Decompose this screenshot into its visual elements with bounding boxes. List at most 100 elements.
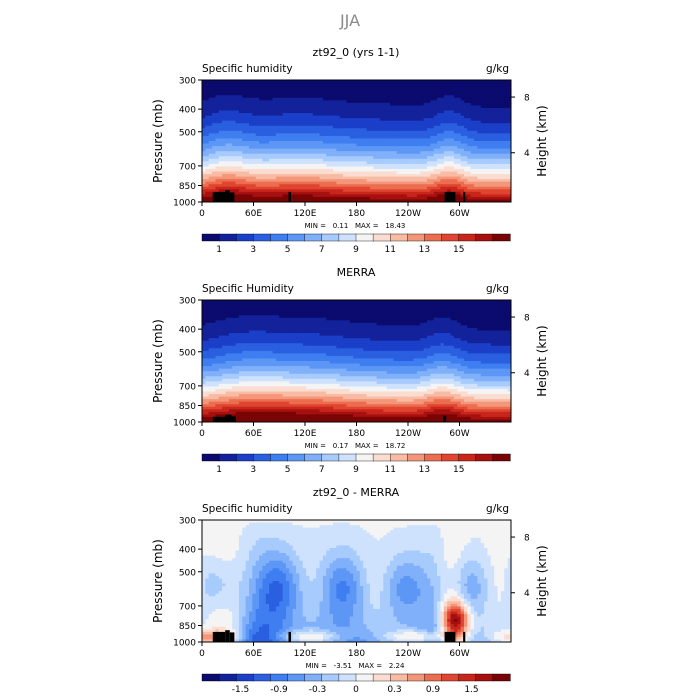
heatmap-cell <box>262 130 267 134</box>
heatmap-cell <box>205 146 210 150</box>
heatmap-cell <box>309 146 314 150</box>
heatmap-cell <box>255 191 260 195</box>
heatmap-cell <box>410 161 415 165</box>
heatmap-cell <box>480 133 485 137</box>
heatmap-cell <box>232 125 237 129</box>
heatmap-cell <box>427 194 431 198</box>
heatmap-cell <box>232 143 237 147</box>
longitude-axis: 0 60E 120E 180 120W 60W <box>199 202 470 219</box>
heatmap-cell <box>296 194 300 198</box>
heatmap-cell <box>326 168 331 173</box>
heatmap-cell <box>292 120 297 124</box>
heatmap-cell <box>423 166 428 170</box>
heatmap-cell <box>212 100 217 104</box>
heatmap-cell <box>255 186 260 190</box>
heatmap-cell <box>406 196 411 201</box>
heatmap-cell <box>319 138 324 142</box>
heatmap-cell <box>504 105 509 109</box>
heatmap-cell <box>282 92 287 96</box>
heatmap-cell <box>309 82 314 86</box>
heatmap-cell <box>329 100 334 104</box>
heatmap-cell <box>222 100 227 104</box>
heatmap-cell <box>312 171 317 175</box>
heatmap-cell <box>403 80 408 84</box>
heatmap-cell <box>208 133 213 137</box>
heatmap-cell <box>376 191 381 195</box>
heatmap-cell <box>299 166 304 170</box>
heatmap-cell <box>332 138 337 142</box>
heatmap-cell <box>228 305 233 309</box>
heatmap-cell <box>484 95 489 99</box>
heatmap-cell <box>242 110 247 114</box>
heatmap-cell <box>470 135 475 140</box>
heatmap-cell <box>487 113 492 117</box>
heatmap-cell <box>218 168 223 173</box>
heatmap-cell <box>356 125 361 129</box>
heatmap-cell <box>423 153 428 157</box>
heatmap-cell <box>302 105 307 109</box>
heatmap-cell <box>393 85 398 89</box>
heatmap-cell <box>343 133 348 137</box>
heatmap-cell <box>339 179 344 183</box>
heatmap-cell <box>228 90 233 94</box>
heatmap-cell <box>383 87 388 91</box>
heatmap-cell <box>232 307 237 311</box>
heatmap-cell <box>450 189 455 193</box>
heatmap-cell <box>212 363 217 367</box>
heatmap-cell <box>205 373 210 377</box>
heatmap-cell <box>490 97 495 101</box>
heatmap-cell <box>353 118 358 122</box>
heatmap-cell <box>359 174 364 178</box>
heatmap-cell <box>329 161 334 165</box>
heatmap-cell <box>457 161 462 165</box>
heatmap-cell <box>306 138 311 142</box>
heatmap-cell <box>235 327 240 332</box>
heatmap-cell <box>269 135 274 140</box>
heatmap-cell <box>228 186 233 190</box>
heatmap-cell <box>490 186 495 190</box>
heatmap-cell <box>386 100 391 104</box>
heatmap-cell <box>299 196 304 201</box>
longitude-tick-label: 60E <box>245 209 262 219</box>
heatmap-cell <box>500 148 505 152</box>
heatmap-cell <box>477 118 482 122</box>
heatmap-cell <box>336 146 341 150</box>
heatmap-cell <box>430 148 435 152</box>
heatmap-cell <box>272 90 277 94</box>
heatmap-cell <box>202 345 206 349</box>
heatmap-cell <box>259 181 264 185</box>
heatmap-cell <box>289 115 294 119</box>
heatmap-cell <box>326 97 331 101</box>
heatmap-cell <box>218 120 223 124</box>
heatmap-cell <box>212 90 217 94</box>
heatmap-cell <box>208 383 213 388</box>
heatmap-cell <box>504 85 509 89</box>
heatmap-cell <box>265 90 270 94</box>
heatmap-cell <box>359 163 364 168</box>
heatmap-cell <box>494 161 499 165</box>
heatmap-cell <box>279 176 284 180</box>
heatmap-cell <box>383 146 388 150</box>
heatmap-cell <box>279 90 284 94</box>
heatmap-cell <box>477 138 482 142</box>
heatmap-cell <box>363 171 368 175</box>
heatmap-cell <box>205 416 210 421</box>
heatmap-cell <box>507 138 511 142</box>
heatmap-cell <box>460 133 465 137</box>
heatmap-cell <box>430 92 435 96</box>
heatmap-cell <box>275 199 280 202</box>
heatmap-cell <box>356 179 361 183</box>
heatmap-cell <box>339 110 344 114</box>
heatmap-cell <box>443 82 448 86</box>
heatmap-cell <box>252 110 257 114</box>
heatmap-cell <box>430 97 435 101</box>
heatmap-cell <box>225 128 230 132</box>
heatmap-cell <box>349 141 354 145</box>
heatmap-cell <box>336 143 341 147</box>
heatmap-cell <box>225 376 230 380</box>
heatmap-cell <box>205 363 210 367</box>
heatmap-cell <box>423 125 428 129</box>
heatmap-cell <box>440 174 445 178</box>
heatmap-cell <box>504 87 509 91</box>
heatmap-cell <box>383 100 388 104</box>
